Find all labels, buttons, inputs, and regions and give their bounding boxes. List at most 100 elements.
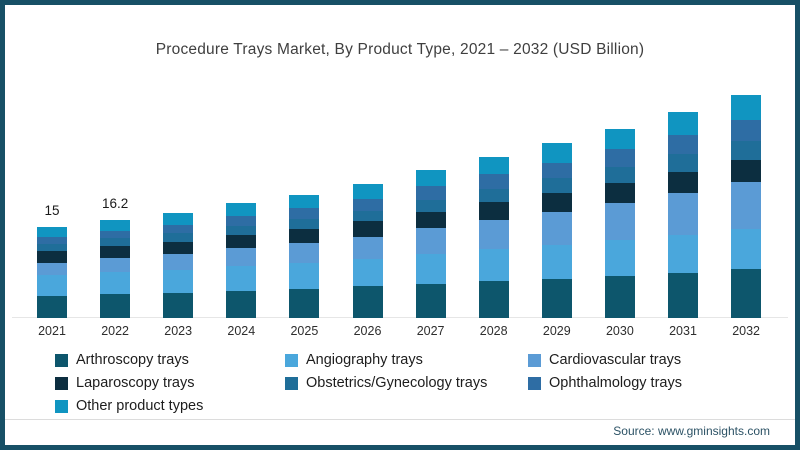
bar-segment-angiography-trays[interactable]: [604, 239, 635, 276]
bar-segment-other-product-types[interactable]: [37, 227, 67, 237]
bar-segment-laparoscopy-trays[interactable]: [289, 228, 320, 244]
bar-segment-other-product-types[interactable]: [352, 183, 383, 200]
bar-segment-angiography-trays[interactable]: [289, 263, 320, 289]
bar-segment-ophthalmology-trays[interactable]: [415, 186, 446, 200]
bar-segment-arthroscopy-trays[interactable]: [731, 268, 762, 318]
bar-segment-arthroscopy-trays[interactable]: [352, 286, 383, 318]
bar-segment-angiography-trays[interactable]: [668, 234, 698, 273]
bar-segment-obstetrics-gynecology-trays[interactable]: [226, 225, 257, 235]
legend-item-obstetrics-gynecology-trays[interactable]: Obstetrics/Gynecology trays: [285, 375, 487, 391]
bar-segment-cardiovascular-trays[interactable]: [289, 243, 320, 264]
bar-segment-obstetrics-gynecology-trays[interactable]: [37, 244, 67, 252]
bar-segment-angiography-trays[interactable]: [37, 274, 67, 296]
bar-2029[interactable]: [541, 143, 572, 318]
bar-segment-other-product-types[interactable]: [100, 219, 131, 231]
bar-segment-angiography-trays[interactable]: [100, 272, 131, 295]
bar-segment-angiography-trays[interactable]: [163, 270, 194, 293]
bar-segment-arthroscopy-trays[interactable]: [415, 284, 446, 318]
legend-item-angiography-trays[interactable]: Angiography trays: [285, 352, 423, 368]
bar-2023[interactable]: [163, 213, 194, 318]
bar-segment-arthroscopy-trays[interactable]: [541, 278, 572, 318]
bar-segment-angiography-trays[interactable]: [352, 259, 383, 287]
bar-segment-angiography-trays[interactable]: [478, 249, 509, 281]
legend-item-cardiovascular-trays[interactable]: Cardiovascular trays: [528, 352, 681, 368]
bar-segment-ophthalmology-trays[interactable]: [604, 149, 635, 167]
bar-segment-other-product-types[interactable]: [604, 129, 635, 150]
bar-2027[interactable]: [415, 169, 446, 318]
bar-segment-other-product-types[interactable]: [541, 143, 572, 163]
legend-item-ophthalmology-trays[interactable]: Ophthalmology trays: [528, 375, 682, 391]
legend-item-other-product-types[interactable]: Other product types: [55, 398, 203, 414]
bar-segment-arthroscopy-trays[interactable]: [163, 292, 194, 318]
bar-segment-laparoscopy-trays[interactable]: [604, 182, 635, 203]
bar-segment-arthroscopy-trays[interactable]: [668, 272, 698, 318]
bar-segment-obstetrics-gynecology-trays[interactable]: [289, 218, 320, 229]
bar-segment-arthroscopy-trays[interactable]: [226, 290, 257, 318]
bar-2021[interactable]: [37, 227, 67, 318]
bar-segment-obstetrics-gynecology-trays[interactable]: [604, 166, 635, 183]
bar-segment-laparoscopy-trays[interactable]: [668, 171, 698, 194]
bar-segment-cardiovascular-trays[interactable]: [163, 254, 194, 270]
bar-segment-arthroscopy-trays[interactable]: [37, 295, 67, 318]
bar-segment-other-product-types[interactable]: [226, 203, 257, 217]
bar-segment-ophthalmology-trays[interactable]: [541, 162, 572, 179]
bar-segment-laparoscopy-trays[interactable]: [731, 159, 762, 183]
bar-segment-angiography-trays[interactable]: [226, 265, 257, 291]
bar-2025[interactable]: [289, 194, 320, 318]
bar-segment-other-product-types[interactable]: [289, 194, 320, 209]
bar-segment-other-product-types[interactable]: [731, 94, 762, 120]
legend-item-laparoscopy-trays[interactable]: Laparoscopy trays: [55, 375, 194, 391]
bar-segment-laparoscopy-trays[interactable]: [352, 221, 383, 237]
bar-segment-obstetrics-gynecology-trays[interactable]: [541, 178, 572, 193]
bar-segment-obstetrics-gynecology-trays[interactable]: [731, 140, 762, 160]
bar-segment-angiography-trays[interactable]: [415, 254, 446, 284]
bar-2028[interactable]: [478, 156, 509, 318]
bar-segment-ophthalmology-trays[interactable]: [352, 199, 383, 211]
bar-segment-cardiovascular-trays[interactable]: [415, 228, 446, 255]
bar-segment-obstetrics-gynecology-trays[interactable]: [352, 210, 383, 222]
bar-segment-angiography-trays[interactable]: [731, 228, 762, 269]
bar-segment-obstetrics-gynecology-trays[interactable]: [415, 199, 446, 212]
bar-2031[interactable]: [668, 112, 698, 318]
bar-segment-cardiovascular-trays[interactable]: [541, 211, 572, 246]
bar-2032[interactable]: [731, 94, 762, 318]
bar-segment-laparoscopy-trays[interactable]: [478, 202, 509, 220]
bar-segment-laparoscopy-trays[interactable]: [541, 192, 572, 212]
bar-segment-ophthalmology-trays[interactable]: [478, 174, 509, 189]
bar-segment-laparoscopy-trays[interactable]: [226, 234, 257, 249]
bar-segment-laparoscopy-trays[interactable]: [415, 211, 446, 229]
bar-segment-other-product-types[interactable]: [668, 112, 698, 135]
bar-segment-laparoscopy-trays[interactable]: [163, 241, 194, 255]
bar-segment-cardiovascular-trays[interactable]: [37, 262, 67, 275]
bar-segment-cardiovascular-trays[interactable]: [226, 248, 257, 266]
bar-segment-obstetrics-gynecology-trays[interactable]: [100, 238, 131, 247]
bar-segment-ophthalmology-trays[interactable]: [289, 208, 320, 219]
bar-segment-ophthalmology-trays[interactable]: [100, 230, 131, 239]
bar-segment-cardiovascular-trays[interactable]: [731, 182, 762, 229]
bar-segment-laparoscopy-trays[interactable]: [37, 251, 67, 263]
bar-segment-angiography-trays[interactable]: [541, 245, 572, 279]
bar-segment-ophthalmology-trays[interactable]: [731, 119, 762, 141]
bar-segment-arthroscopy-trays[interactable]: [604, 275, 635, 318]
bar-segment-laparoscopy-trays[interactable]: [100, 246, 131, 259]
bar-segment-cardiovascular-trays[interactable]: [352, 236, 383, 260]
bar-2024[interactable]: [226, 203, 257, 318]
bar-segment-cardiovascular-trays[interactable]: [478, 219, 509, 250]
bar-segment-other-product-types[interactable]: [478, 156, 509, 175]
bar-segment-ophthalmology-trays[interactable]: [37, 236, 67, 245]
bar-segment-ophthalmology-trays[interactable]: [226, 216, 257, 226]
bar-segment-cardiovascular-trays[interactable]: [668, 193, 698, 235]
bar-segment-cardiovascular-trays[interactable]: [100, 258, 131, 273]
bar-segment-arthroscopy-trays[interactable]: [100, 294, 131, 318]
bar-segment-obstetrics-gynecology-trays[interactable]: [668, 154, 698, 172]
bar-2022[interactable]: [100, 219, 131, 318]
bar-segment-arthroscopy-trays[interactable]: [289, 288, 320, 318]
bar-segment-other-product-types[interactable]: [415, 169, 446, 187]
bar-segment-obstetrics-gynecology-trays[interactable]: [478, 188, 509, 203]
bar-segment-obstetrics-gynecology-trays[interactable]: [163, 233, 194, 242]
bar-segment-ophthalmology-trays[interactable]: [668, 134, 698, 155]
bar-segment-other-product-types[interactable]: [163, 213, 194, 225]
legend-item-arthroscopy-trays[interactable]: Arthroscopy trays: [55, 352, 189, 368]
bar-2030[interactable]: [604, 129, 635, 318]
bar-segment-cardiovascular-trays[interactable]: [604, 202, 635, 240]
